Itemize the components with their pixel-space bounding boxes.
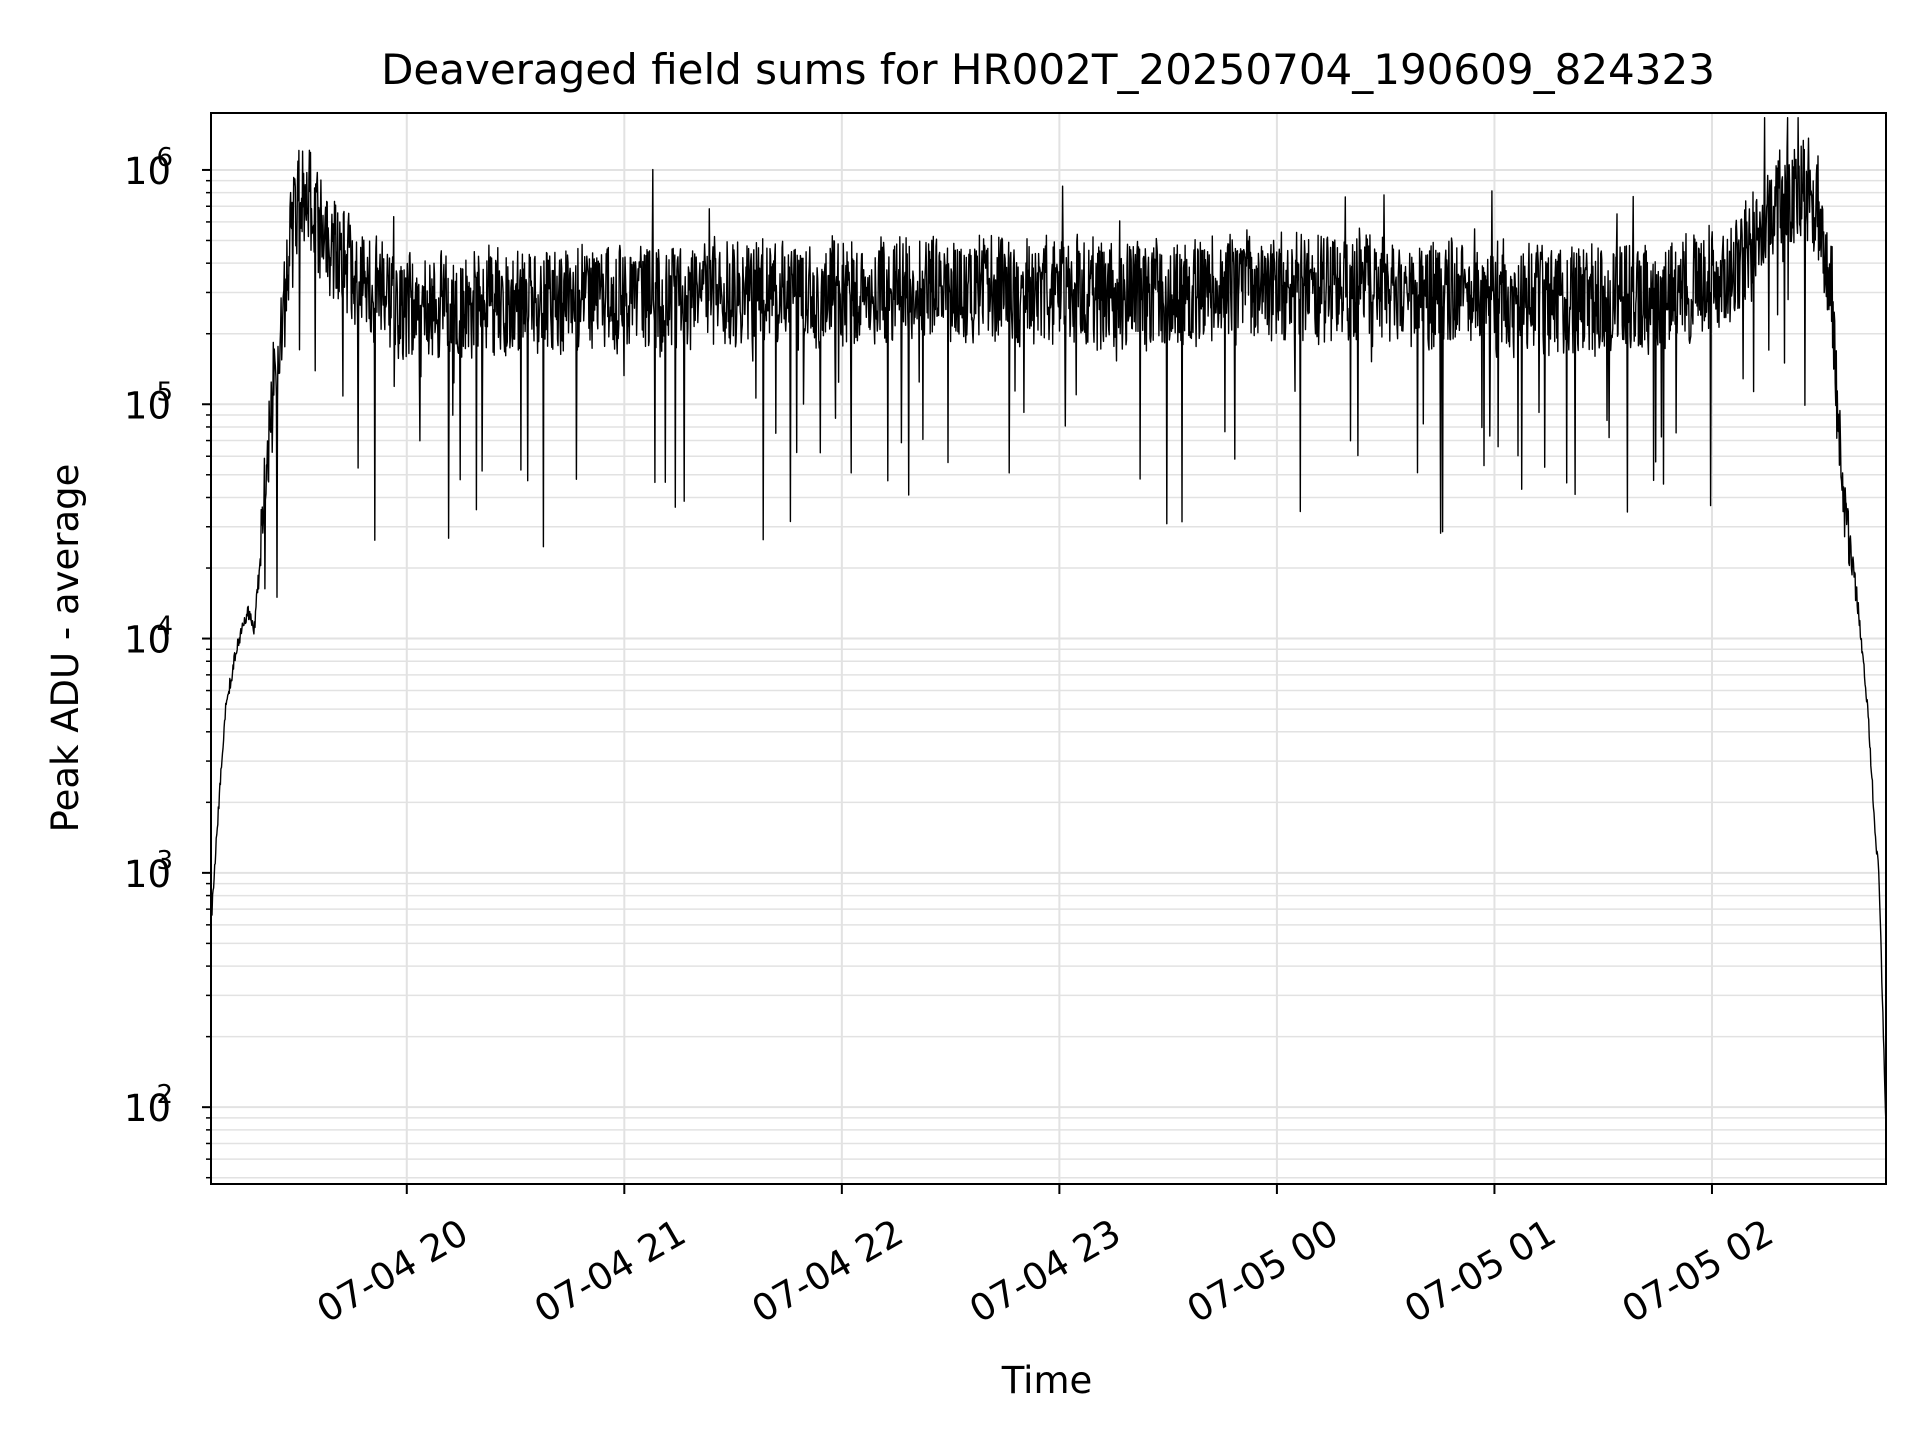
y-tick-label-exponent: 3 [156, 846, 173, 876]
y-tick-label-exponent: 5 [156, 377, 173, 407]
series-line [210, 117, 1887, 1124]
x-axis-label: Time [1001, 1359, 1093, 1402]
y-tick-label-base: 10 [124, 150, 171, 193]
series-layer [210, 117, 1887, 1124]
y-tick-label: 10 [124, 619, 171, 662]
y-tick-label-exponent: 4 [156, 612, 173, 642]
y-axis-label: Peak ADU - average [44, 464, 87, 833]
y-tick-label: 10 [124, 853, 171, 896]
grid [211, 113, 1886, 1184]
y-tick-label-exponent: 6 [156, 143, 173, 173]
y-tick-label-base: 10 [124, 853, 171, 896]
y-tick-label-base: 10 [124, 384, 171, 427]
y-tick-label-base: 10 [124, 1087, 171, 1130]
y-tick-label-base: 10 [124, 619, 171, 662]
y-tick-label: 10 [124, 384, 171, 427]
y-tick-label-exponent: 2 [156, 1080, 173, 1110]
y-tick-label: 10 [124, 1087, 171, 1130]
chart-title: Deaveraged field sums for HR002T_2025070… [381, 45, 1715, 94]
plot-area-frame [210, 112, 1887, 1185]
y-tick-label: 10 [124, 150, 171, 193]
